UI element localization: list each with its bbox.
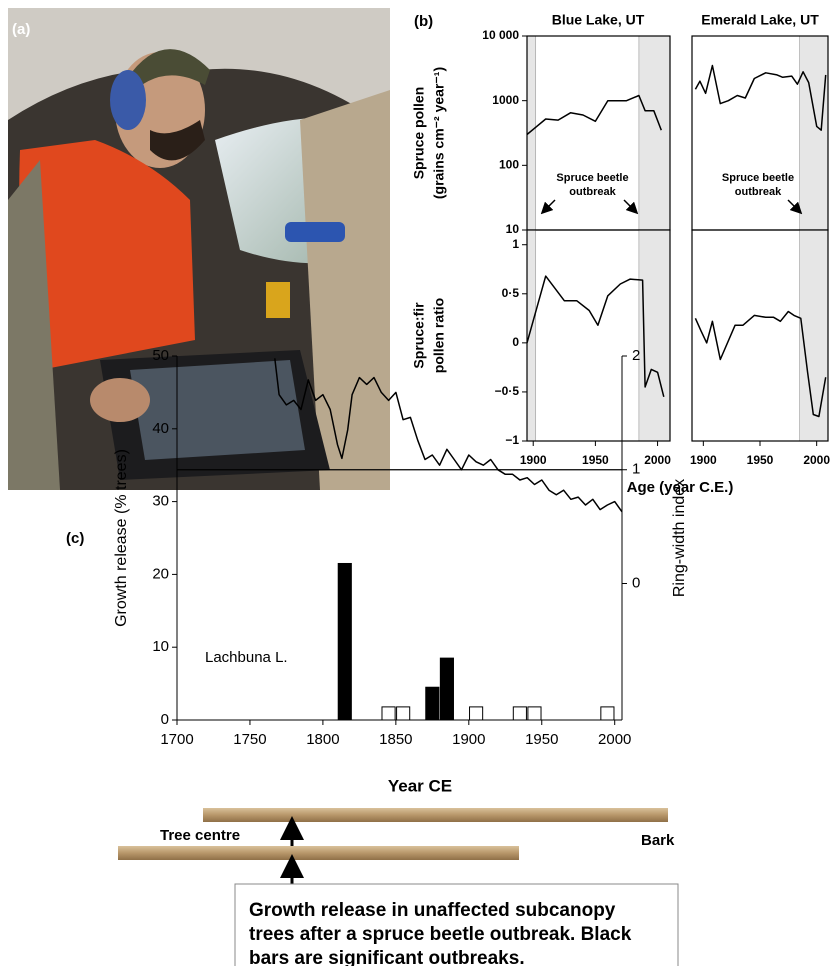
x-tick-label: 2000	[598, 731, 631, 748]
y-axis-label: Growth release (% trees)	[113, 449, 130, 627]
x-axis-label: Year CE	[388, 776, 452, 795]
bar	[469, 706, 484, 721]
y-tick-label: 10	[506, 222, 520, 236]
annotation: Spruce beetle	[722, 172, 794, 184]
bar	[600, 706, 615, 721]
y-tick-label: −1	[505, 433, 519, 447]
shaded-period	[799, 35, 829, 231]
x-tick-label: 2000	[644, 453, 671, 467]
annotation: Lachbuna L.	[205, 649, 288, 666]
x-tick-label: 1950	[582, 453, 609, 467]
shaded-period	[799, 229, 829, 442]
chart-title: Emerald Lake, UT	[701, 12, 819, 28]
y-axis-label: pollen ratio	[431, 298, 447, 373]
x-tick-label: 1900	[520, 453, 547, 467]
x-tick-label: 2000	[803, 453, 830, 467]
x-tick-label: 1950	[747, 453, 774, 467]
x-tick-label: 1950	[525, 731, 558, 748]
y-tick-label: 40	[152, 420, 169, 437]
y-tick-label: 20	[152, 565, 169, 582]
y-tick-label: 10 000	[482, 28, 519, 42]
panel-label: (a)	[12, 21, 30, 38]
y-tick-label: −0·5	[495, 384, 520, 398]
x-tick-label: 1900	[452, 731, 485, 748]
y-tick-label: 30	[152, 493, 169, 510]
y-axis-label: Spruce:fir	[411, 302, 427, 369]
panel-label: (c)	[66, 530, 84, 547]
y-tick-label: 1000	[492, 93, 519, 107]
photo	[8, 8, 390, 490]
annotation-arrow	[623, 199, 639, 215]
y-tick-label: 1	[512, 237, 519, 251]
data-line	[526, 94, 663, 136]
annotation: outbreak	[735, 186, 782, 198]
annotation-arrow	[787, 199, 803, 215]
bar	[425, 686, 440, 721]
annotation: outbreak	[569, 186, 616, 198]
y-tick-label: 0·5	[502, 286, 520, 300]
tree-core	[118, 846, 519, 860]
tree-core	[203, 808, 668, 822]
y2-tick-label: 1	[632, 461, 640, 478]
y-tick-label: 0	[512, 335, 519, 349]
y-tick-label: 50	[152, 347, 169, 364]
data-line	[694, 310, 827, 418]
bar	[337, 562, 352, 721]
annotation: Spruce beetle	[556, 172, 628, 184]
y-tick-label: 100	[499, 158, 519, 172]
x-tick-label: 1700	[160, 731, 193, 748]
x-tick-label: 1800	[306, 731, 339, 748]
data-line	[526, 275, 665, 397]
bar	[381, 706, 396, 721]
x-tick-label: 1900	[690, 453, 717, 467]
panel-label: (b)	[414, 13, 433, 30]
bar	[396, 706, 411, 721]
data-line	[274, 358, 623, 513]
x-tick-label: 1850	[379, 731, 412, 748]
bar	[512, 706, 527, 721]
chart-title: Blue Lake, UT	[552, 12, 645, 28]
bar	[527, 706, 542, 721]
x-axis-label: Age (year C.E.)	[627, 479, 734, 496]
shaded-period	[638, 35, 671, 231]
caption-box	[234, 883, 679, 966]
core-label: Bark	[641, 832, 675, 849]
bar	[439, 657, 454, 721]
core-label: Tree centre	[160, 827, 240, 844]
data-line	[694, 64, 827, 131]
plot-frame	[526, 229, 671, 442]
caption-line: trees after a spruce beetle outbreak. Bl…	[249, 924, 632, 945]
y2-tick-label: 0	[632, 574, 640, 591]
y2-axis-label: Ring-width index	[671, 479, 688, 597]
y-axis-label: (grains cm⁻² year⁻¹)	[431, 67, 447, 199]
y-tick-label: 10	[152, 638, 169, 655]
y-axis-label: Spruce pollen	[411, 87, 427, 180]
annotation-arrow	[540, 199, 556, 215]
caption-line: Growth release in unaffected subcanopy	[249, 900, 616, 921]
y2-tick-label: 2	[632, 347, 640, 364]
x-tick-label: 1750	[233, 731, 266, 748]
y-tick-label: 0	[161, 711, 169, 728]
caption-line: bars are significant outbreaks.	[249, 948, 525, 966]
